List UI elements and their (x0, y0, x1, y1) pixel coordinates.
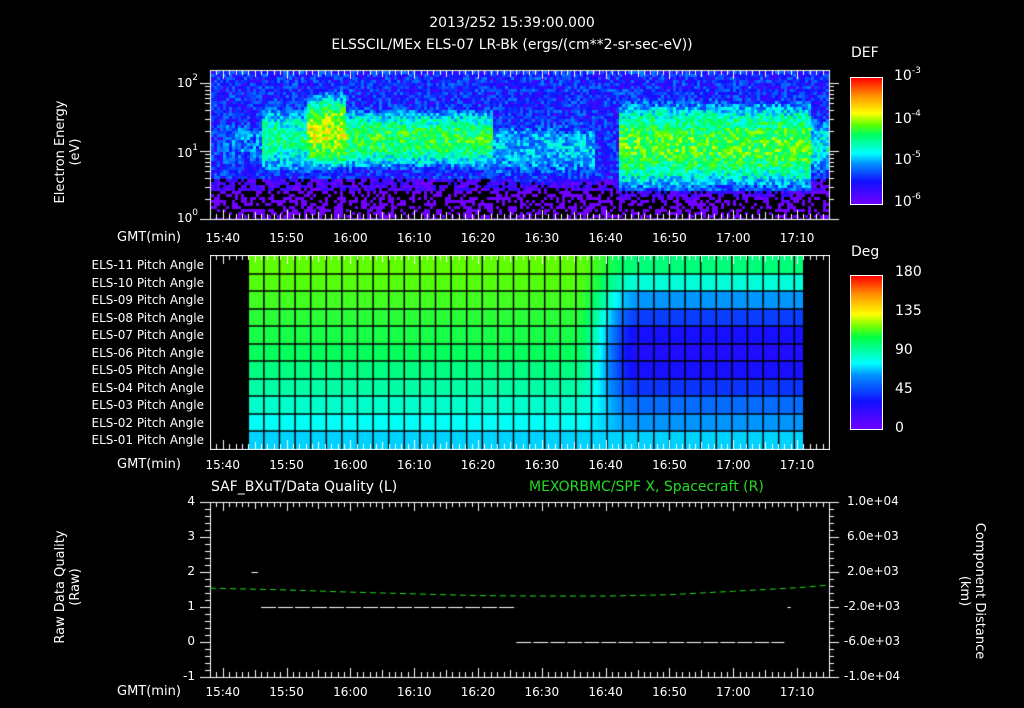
time-tick-label: 17:10 (779, 685, 815, 699)
pitch-angle-row-label: ELS-02 Pitch Angle (91, 415, 204, 430)
quality-tick-label: -1 (183, 669, 195, 683)
energy-axis-unit: (eV) (68, 138, 83, 166)
plot-subtitle: ELSSCIL/MEx ELS-07 LR-Bk (ergs/(cm**2-sr… (331, 37, 693, 53)
pitch-angle-row-label: ELS-07 Pitch Angle (91, 328, 204, 343)
time-tick-label: 15:40 (205, 685, 241, 699)
pitch-angle-row-label: ELS-10 Pitch Angle (91, 275, 204, 290)
time-tick-label: 17:00 (715, 458, 751, 472)
time-tick-label: 16:40 (588, 231, 623, 245)
time-tick-label: 17:10 (779, 231, 815, 245)
distance-tick-label: -2.0e+03 (844, 599, 901, 613)
deg-tick-135: 135 (895, 303, 922, 319)
time-axis-label: GMT(min) (117, 230, 181, 245)
quality-axis-unit: (Raw) (68, 568, 83, 606)
quality-axis-title: Raw Data Quality (53, 530, 68, 644)
time-tick-label: 16:00 (333, 458, 368, 472)
left-series-title: SAF_BXuT/Data Quality (L) (211, 479, 398, 495)
def-colorbar-title: DEF (851, 45, 879, 61)
time-tick-label: 17:00 (715, 685, 751, 699)
def-tick-1e-3: 10-3 (894, 66, 921, 84)
def-tick-1e-6: 10-6 (894, 192, 921, 210)
energy-tick-1: 100 (176, 208, 198, 225)
time-tick-label: 16:30 (524, 231, 560, 245)
pitch-angle-row-label: ELS-04 Pitch Angle (91, 380, 204, 395)
time-tick-label: 16:30 (524, 685, 560, 699)
deg-colorbar-title: Deg (851, 244, 880, 260)
time-tick-label: 16:40 (588, 458, 623, 472)
energy-axis-label: Electron Energy (eV) (53, 62, 87, 242)
time-tick-label: 17:10 (779, 458, 815, 472)
energy-tick-100: 102 (176, 73, 198, 90)
time-tick-label: 15:40 (205, 458, 241, 472)
time-tick-label: 16:40 (588, 685, 623, 699)
def-tick-1e-5: 10-5 (894, 150, 921, 168)
time-tick-label: 16:50 (652, 685, 687, 699)
right-series-title: MEXORBMC/SPF X, Spacecraft (R) (529, 479, 764, 495)
time-tick-label: 15:50 (269, 685, 304, 699)
time-tick-label: 15:40 (205, 231, 241, 245)
energy-tick-10: 101 (176, 143, 198, 160)
time-tick-label: 17:00 (715, 231, 751, 245)
time-axis-label: GMT(min) (117, 457, 181, 472)
quality-tick-label: 4 (187, 494, 195, 508)
time-tick-label: 15:50 (269, 458, 304, 472)
distance-axis-unit: (km) (957, 575, 972, 607)
distance-tick-label: -6.0e+03 (844, 634, 901, 648)
deg-tick-45: 45 (895, 381, 913, 397)
time-tick-label: 16:20 (460, 685, 496, 699)
pitch-angle-row-label: ELS-01 Pitch Angle (91, 433, 204, 448)
quality-axis-label: Raw Data Quality (Raw) (53, 497, 87, 677)
time-tick-label: 16:50 (652, 458, 687, 472)
plot-timestamp: 2013/252 15:39:00.000 (429, 15, 595, 31)
pitch-angle-row-label: ELS-06 Pitch Angle (91, 345, 204, 360)
distance-tick-label: 6.0e+03 (847, 529, 899, 543)
distance-tick-label: -1.0e+04 (844, 669, 901, 683)
quality-line-plot (200, 495, 840, 685)
time-tick-label: 16:00 (333, 685, 368, 699)
distance-axis-title: Component Distance (972, 522, 987, 660)
pitch-angle-row-label: ELS-08 Pitch Angle (91, 310, 204, 325)
time-tick-label: 16:10 (396, 685, 432, 699)
energy-axes (200, 65, 840, 225)
deg-tick-180: 180 (895, 264, 922, 280)
time-tick-label: 16:30 (524, 458, 560, 472)
quality-tick-label: 1 (187, 599, 195, 613)
pitch-angle-row-label: ELS-03 Pitch Angle (91, 398, 204, 413)
deg-colorbar (850, 275, 883, 430)
time-tick-label: 16:20 (460, 231, 496, 245)
time-tick-label: 16:20 (460, 458, 496, 472)
time-tick-label: 16:50 (652, 231, 687, 245)
time-axis-label: GMT(min) (117, 684, 181, 699)
time-tick-label: 16:00 (333, 231, 368, 245)
time-tick-label: 16:10 (396, 231, 432, 245)
def-tick-1e-4: 10-4 (894, 109, 921, 127)
time-tick-label: 16:10 (396, 458, 432, 472)
pitch-angle-row-label: ELS-09 Pitch Angle (91, 293, 204, 308)
quality-tick-label: 0 (187, 634, 195, 648)
quality-tick-label: 2 (187, 564, 195, 578)
def-colorbar (850, 77, 883, 205)
pitch-angle-row-label: ELS-05 Pitch Angle (91, 363, 204, 378)
time-tick-label: 15:50 (269, 231, 304, 245)
distance-axis-label: Component Distance (km) (953, 501, 987, 681)
pitch-angle-row-label: ELS-11 Pitch Angle (91, 258, 204, 272)
pitch-angle-heatmap (210, 255, 830, 450)
deg-tick-90: 90 (895, 342, 913, 358)
distance-tick-label: 1.0e+04 (847, 494, 899, 508)
energy-axis-title: Electron Energy (53, 100, 68, 204)
distance-tick-label: 2.0e+03 (847, 564, 899, 578)
quality-tick-label: 3 (187, 529, 195, 543)
deg-tick-0: 0 (895, 420, 904, 436)
